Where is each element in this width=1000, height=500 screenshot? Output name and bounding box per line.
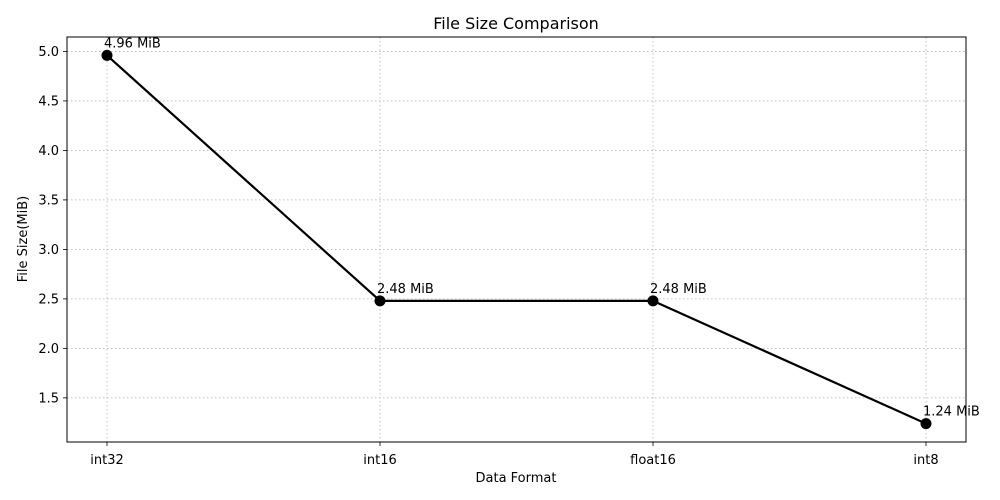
x-tick-label: int32	[90, 453, 124, 468]
y-tick-label: 4.0	[38, 144, 59, 159]
grid	[67, 37, 966, 442]
data-label: 2.48 MiB	[377, 282, 434, 297]
data-point-marker	[647, 295, 659, 307]
chart-title: File Size Comparison	[433, 14, 599, 33]
data-point-marker	[101, 49, 113, 61]
y-tick-label: 4.5	[38, 94, 59, 109]
data-label: 2.48 MiB	[650, 282, 707, 297]
axis-ticks: int32 int16 float16 int8 1.5 2.0 2.5 3.0 3.5 4.0 4…	[38, 45, 938, 468]
x-tick-label: float16	[630, 453, 676, 468]
y-axis-label: File Size(MiB)	[16, 196, 31, 282]
y-tick-label: 2.5	[38, 292, 59, 307]
x-tick-label: int16	[363, 453, 397, 468]
x-axis-label: Data Format	[476, 471, 557, 486]
plot-border	[66, 36, 967, 443]
series-line	[106, 54, 927, 425]
data-point-marker	[374, 295, 386, 307]
data-point-marker	[920, 418, 932, 430]
y-tick-label: 3.0	[38, 243, 59, 258]
y-tick-label: 1.5	[38, 391, 59, 406]
plot-frame	[66, 36, 967, 443]
x-tick-label: int8	[913, 453, 938, 468]
y-tick-label: 5.0	[38, 45, 59, 60]
data-label: 1.24 MiB	[923, 405, 980, 420]
y-tick-label: 3.5	[38, 193, 59, 208]
data-label: 4.96 MiB	[104, 36, 161, 51]
series-line-layer: 4.96 MiB 2.48 MiB 2.48 MiB 1.24 MiB	[101, 36, 980, 430]
y-tick-label: 2.0	[38, 342, 59, 357]
